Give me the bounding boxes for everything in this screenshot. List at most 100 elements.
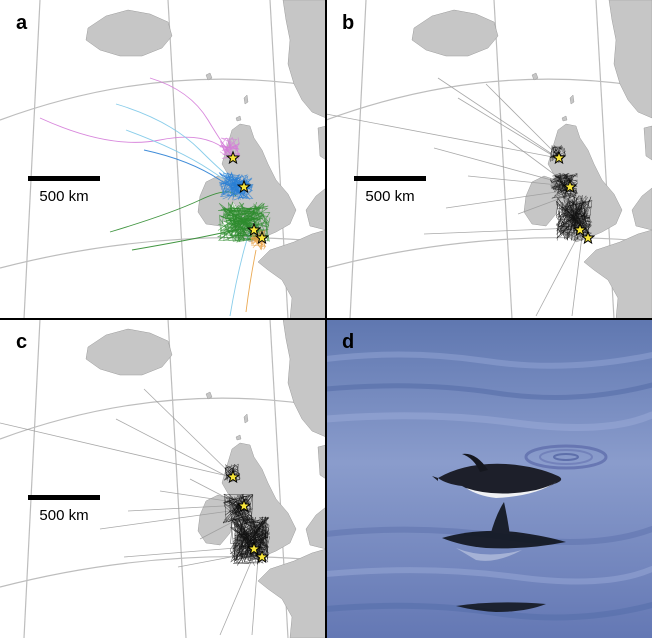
trip-line bbox=[0, 422, 233, 478]
orkney bbox=[235, 434, 242, 441]
landmasses bbox=[85, 319, 326, 638]
map-b bbox=[326, 0, 652, 319]
shetland bbox=[569, 94, 575, 105]
iceland bbox=[411, 9, 499, 57]
foraging-track bbox=[239, 520, 269, 563]
foraging-track bbox=[219, 203, 270, 240]
iceland bbox=[85, 328, 173, 376]
trip-line bbox=[127, 504, 243, 512]
trip-line bbox=[445, 189, 571, 209]
colony-star bbox=[254, 230, 270, 245]
foraging-track bbox=[228, 494, 244, 513]
jutland bbox=[317, 125, 326, 161]
foraging-track bbox=[224, 493, 244, 523]
orkney bbox=[235, 115, 242, 122]
long-trips-b bbox=[326, 77, 583, 317]
foraging-track bbox=[568, 199, 590, 236]
continental-europe bbox=[257, 548, 326, 638]
scale-bar-b: 500 km bbox=[350, 176, 430, 205]
foraging-track bbox=[550, 178, 578, 192]
colony-star bbox=[572, 222, 588, 237]
foraging-track bbox=[229, 518, 254, 562]
trip-line bbox=[535, 231, 581, 317]
scale-bar-a: 500 km bbox=[24, 176, 104, 205]
foraging-track bbox=[230, 175, 249, 200]
jutland bbox=[317, 444, 326, 480]
colony-star bbox=[225, 150, 241, 165]
panel-label-a: a bbox=[16, 12, 28, 34]
scale-bar-label: 500 km bbox=[365, 188, 415, 205]
channel-coast bbox=[305, 506, 326, 550]
water-ripples bbox=[326, 351, 652, 621]
graticule-line bbox=[0, 78, 326, 121]
trip-line bbox=[159, 490, 241, 504]
scale-bar-line bbox=[28, 495, 100, 500]
foraging-track bbox=[556, 215, 585, 239]
map-a bbox=[0, 0, 326, 319]
foraging-track bbox=[233, 530, 263, 565]
foraging-track bbox=[235, 521, 269, 561]
map-panel-b: b 500 km bbox=[326, 0, 652, 319]
foraging-black-south bbox=[229, 515, 271, 566]
colony-star bbox=[562, 179, 578, 194]
channel-coast bbox=[305, 187, 326, 231]
photo-panel-d: d bbox=[326, 319, 652, 638]
trip-line bbox=[326, 113, 559, 159]
scale-bar-line bbox=[354, 176, 426, 181]
foraging-track bbox=[556, 200, 583, 219]
foraging-track bbox=[234, 516, 269, 554]
colony-star bbox=[580, 230, 596, 245]
foraging-track bbox=[561, 200, 589, 239]
map-panel-c: c 500 km bbox=[0, 319, 326, 638]
foraging-track bbox=[225, 206, 269, 242]
shetland bbox=[243, 413, 249, 424]
scandinavia bbox=[282, 0, 326, 119]
foraging-track bbox=[224, 466, 240, 478]
trip-line bbox=[251, 558, 259, 636]
shearwater-photo bbox=[326, 319, 652, 638]
long-trips-c bbox=[0, 388, 259, 636]
colony-star bbox=[246, 222, 262, 237]
colony-star bbox=[254, 549, 270, 564]
iceland bbox=[85, 9, 173, 57]
colony-star bbox=[225, 469, 241, 484]
foraging-track bbox=[234, 525, 256, 564]
scandinavia bbox=[282, 319, 326, 438]
trip-line bbox=[485, 83, 563, 161]
graticule-line bbox=[0, 397, 326, 440]
tracked-trip bbox=[39, 117, 233, 157]
foraging-track bbox=[253, 230, 263, 246]
shetland bbox=[243, 94, 249, 105]
trip-line bbox=[423, 227, 575, 235]
continental-europe bbox=[583, 229, 652, 319]
panel-divider-horizontal bbox=[0, 318, 652, 320]
colony-star bbox=[236, 179, 252, 194]
foraging-track bbox=[249, 529, 271, 556]
trip-line bbox=[571, 235, 583, 317]
tracked-trip bbox=[245, 249, 257, 313]
panel-label-d: d bbox=[342, 331, 355, 353]
graticule-line bbox=[493, 0, 513, 319]
scale-bar-label: 500 km bbox=[39, 507, 89, 524]
scale-bar-label: 500 km bbox=[39, 188, 89, 205]
trip-line bbox=[123, 546, 249, 558]
graticule-line bbox=[23, 0, 41, 319]
foraging-track bbox=[225, 463, 239, 481]
landmasses bbox=[411, 0, 652, 319]
graticule-line bbox=[0, 236, 326, 269]
foraging-track bbox=[229, 201, 258, 242]
colony-markers bbox=[551, 150, 596, 245]
graticule-line bbox=[349, 0, 367, 319]
channel-coast bbox=[631, 187, 652, 231]
foraging-track bbox=[559, 206, 592, 242]
scale-bar-line bbox=[28, 176, 100, 181]
trip-line bbox=[437, 77, 559, 159]
trip-line bbox=[219, 554, 255, 636]
foraging-track bbox=[232, 516, 267, 561]
tracked-trip bbox=[115, 103, 241, 185]
shearwater-reflection bbox=[442, 502, 566, 561]
foraging-track bbox=[224, 467, 233, 481]
shearwater-bird bbox=[432, 453, 562, 498]
foraging-track bbox=[229, 142, 240, 152]
foraging-track bbox=[221, 144, 240, 159]
